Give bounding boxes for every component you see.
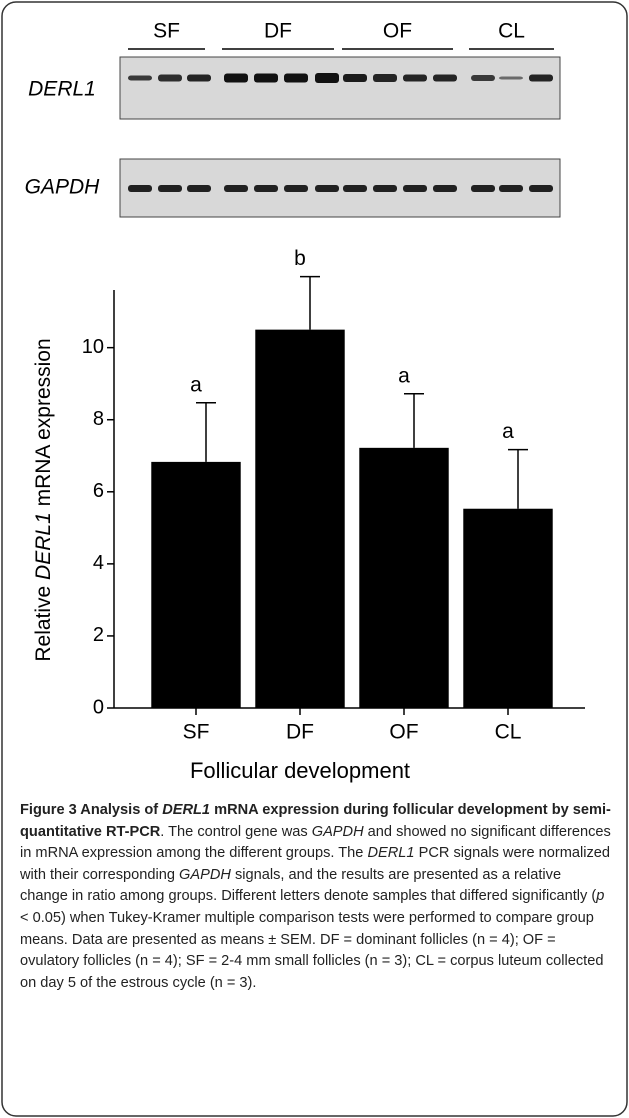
gel-band — [373, 185, 397, 192]
gel-band — [471, 75, 495, 81]
x-axis-title: Follicular development — [190, 758, 410, 783]
gel-band — [187, 185, 211, 192]
caption-text: DERL1 — [162, 802, 210, 818]
caption-text: Figure 3 Analysis of — [20, 802, 162, 818]
gel-band — [499, 185, 523, 192]
gel-band — [254, 185, 278, 192]
annotation: b — [294, 247, 306, 270]
annotation: a — [398, 364, 410, 387]
y-tick-label: 0 — [93, 696, 104, 718]
gel-band — [343, 74, 367, 82]
page: DERL1 GAPDH Follicular development Relat… — [0, 0, 629, 1118]
gel-band — [315, 185, 339, 192]
caption-text: DERL1 — [367, 845, 414, 861]
group-label: OF — [383, 20, 412, 43]
gel-band — [315, 73, 339, 83]
gel-band — [187, 75, 211, 82]
caption-text: p — [596, 888, 604, 904]
gel-band — [433, 185, 457, 192]
caption-text: GAPDH — [179, 867, 231, 883]
gel-band — [403, 185, 427, 192]
y-tick-label: 8 — [93, 408, 104, 430]
caption: Figure 3 Analysis of DERL1 mRNA expressi… — [20, 800, 612, 994]
gel-band — [433, 75, 457, 82]
gel-band — [499, 77, 523, 80]
y-tick-label: 2 — [93, 624, 104, 646]
gel-band — [529, 185, 553, 192]
bar — [151, 462, 240, 708]
y-tick-label: 6 — [93, 480, 104, 502]
gel-band — [254, 74, 278, 83]
gel-band — [373, 74, 397, 82]
gel-band — [158, 185, 182, 192]
x-tick-label: CL — [495, 721, 522, 744]
gene-label: GAPDH — [25, 176, 101, 199]
gel-band — [128, 76, 152, 81]
gel-band — [224, 74, 248, 83]
gel-band — [284, 185, 308, 192]
gel-band — [343, 185, 367, 192]
error-bar — [300, 277, 320, 330]
group-label: SF — [153, 20, 180, 43]
caption-text: GAPDH — [312, 824, 364, 840]
caption-text: < 0.05) when Tukey-Kramer multiple compa… — [20, 910, 603, 991]
annotation: a — [190, 373, 202, 396]
gel-band — [529, 75, 553, 82]
gel-band — [128, 185, 152, 192]
gene-label: DERL1 — [28, 78, 96, 101]
error-bar — [196, 403, 216, 462]
y-tick-label: 4 — [93, 552, 104, 574]
gel-band — [224, 185, 248, 192]
annotation: a — [502, 420, 514, 443]
error-bar — [404, 394, 424, 448]
x-tick-label: OF — [389, 721, 418, 744]
group-label: DF — [264, 20, 292, 43]
y-axis-title-part: Relative — [32, 580, 55, 662]
bar — [255, 330, 344, 708]
x-tick-label: SF — [183, 721, 210, 744]
bar — [463, 509, 552, 708]
x-tick-label: DF — [286, 721, 314, 744]
caption-text: . The control gene was — [160, 824, 311, 840]
gel-band — [471, 185, 495, 192]
y-axis-title: Relative DERL1 mRNA expression — [32, 338, 55, 661]
gel-band — [403, 75, 427, 82]
y-axis-title-part: DERL1 — [32, 512, 55, 580]
gel-panel — [120, 57, 560, 119]
gel-band — [158, 75, 182, 82]
bar — [359, 448, 448, 708]
error-bar — [508, 450, 528, 509]
group-label: CL — [498, 20, 525, 43]
gel-band — [284, 74, 308, 83]
y-axis-title-part: mRNA expression — [32, 338, 55, 512]
y-tick-label: 10 — [82, 336, 104, 358]
